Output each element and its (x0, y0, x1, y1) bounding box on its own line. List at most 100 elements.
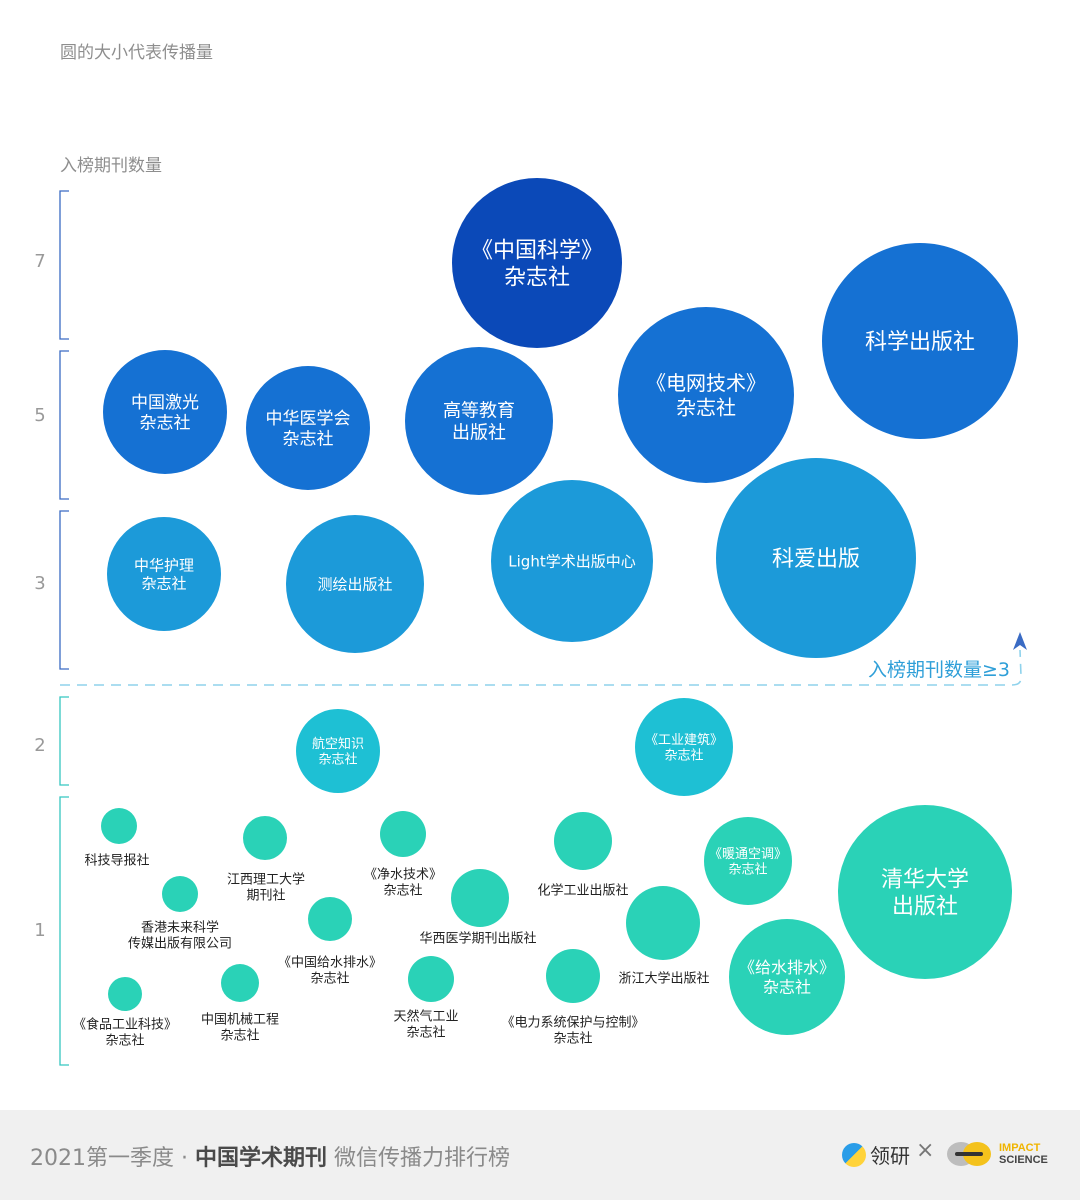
threshold-line (60, 649, 1022, 686)
publisher-bubble (103, 350, 227, 474)
footer-title-bold: 中国学术期刊 (195, 1146, 328, 1171)
publisher-label: 《电网技术》杂志社 (646, 371, 766, 419)
publisher-bubble (716, 458, 916, 658)
publisher-bubble (704, 817, 792, 905)
publisher-bubble (491, 480, 653, 642)
publisher-bubble (308, 897, 352, 941)
publisher-label: 中华医学会杂志社 (266, 409, 351, 450)
science-word: SCIENCE (999, 1154, 1048, 1166)
publisher-label-line: 化学工业出版社 (537, 883, 628, 899)
y-tick-label: 7 (34, 251, 45, 272)
publisher-label: 浙江大学出版社 (618, 971, 709, 987)
publisher-label: 航空知识杂志社 (312, 736, 364, 768)
publisher-bubble (452, 178, 622, 348)
publisher-label-line: 高等教育 (443, 401, 515, 422)
publisher-label-line: 杂志社 (664, 748, 703, 764)
publisher-bubble (635, 698, 733, 796)
publisher-label-line: 传媒出版有限公司 (128, 937, 232, 952)
y-axis-title: 入榜期刊数量 (60, 156, 162, 176)
publisher-label-line: 《电网技术》 (646, 371, 766, 395)
y-tick-label: 1 (34, 920, 45, 941)
publisher-bubble (405, 347, 553, 495)
publisher-label-line: 中国机械工程 (201, 1013, 279, 1028)
publisher-bubble (221, 964, 259, 1002)
publisher-label-line: Light学术出版中心 (508, 552, 635, 570)
publisher-label: 中国机械工程杂志社 (201, 1013, 279, 1044)
publisher-label-line: 华西医学期刊出版社 (419, 931, 536, 947)
publisher-label-line: 期刊社 (246, 888, 285, 904)
publisher-label-line: 《给水排水》 (739, 958, 835, 977)
brand-left-name: 领研 (870, 1144, 910, 1168)
publisher-label-line: 科爱出版 (772, 547, 860, 572)
y-tick-label: 2 (34, 735, 45, 756)
publisher-label: 科学出版社 (865, 330, 975, 355)
publisher-bubble (838, 805, 1012, 979)
publisher-bubble (243, 816, 287, 860)
publisher-label-line: 清华大学 (881, 868, 969, 893)
publisher-label-line: 杂志社 (763, 978, 811, 997)
impact-science-mark-icon (947, 1142, 991, 1166)
publisher-label-line: 《电力系统保护与控制》 (501, 1016, 644, 1031)
publisher-label-line: 杂志社 (406, 1025, 445, 1041)
publisher-label-line: 杂志社 (728, 862, 767, 878)
publisher-label: 高等教育出版社 (443, 401, 515, 444)
y-band-bracket-3 (59, 510, 69, 670)
publisher-bubble (451, 869, 509, 927)
y-tick-label: 5 (34, 405, 45, 426)
impact-word: IMPACT (999, 1142, 1041, 1154)
publisher-label: Light学术出版中心 (508, 552, 635, 570)
publisher-label-line: 航空知识 (312, 736, 364, 752)
footer-title: 2021第一季度 · 中国学术期刊 微信传播力排行榜 (30, 1140, 510, 1172)
size-legend-note: 圆的大小代表传播量 (60, 43, 213, 63)
publisher-label-line: 《中国给水排水》 (278, 956, 382, 971)
y-band-bracket-7 (59, 190, 69, 340)
publisher-label-line: 中国激光 (131, 393, 199, 413)
publisher-label-line: 杂志社 (283, 429, 334, 449)
bird-logo-icon (842, 1142, 866, 1167)
linkresearcher-logo: 领研 (842, 1140, 910, 1169)
y-band-bracket-5 (59, 350, 69, 500)
publisher-label-line: 科技导报社 (84, 853, 149, 869)
publisher-label: 《给水排水》杂志社 (739, 958, 835, 997)
publisher-label-line: 浙江大学出版社 (618, 971, 709, 987)
publisher-label: 科技导报社 (84, 853, 149, 869)
publisher-label: 香港未来科学传媒出版有限公司 (128, 920, 232, 952)
publisher-label-line: 杂志社 (318, 752, 357, 768)
publisher-label-line: 杂志社 (383, 883, 422, 899)
y-band-bracket-1 (59, 796, 69, 1066)
publisher-bubble (408, 956, 454, 1002)
publisher-label-line: 《暖通空调》 (709, 847, 787, 862)
threshold-arrow-icon (1013, 632, 1027, 650)
publisher-label-line: 杂志社 (676, 395, 736, 419)
publisher-label-line: 出版社 (452, 422, 506, 443)
footer-title-rest: 微信传播力排行榜 (334, 1146, 511, 1171)
publisher-label-line: 天然气工业 (393, 1009, 458, 1025)
publisher-bubble (380, 811, 426, 857)
publisher-bubble (162, 876, 198, 912)
publisher-label: 《工业建筑》杂志社 (645, 732, 723, 764)
publisher-bubble (296, 709, 380, 793)
publisher-bubble (286, 515, 424, 653)
threshold-label: 入榜期刊数量≥3 (868, 659, 1010, 681)
publisher-label: 江西理工大学期刊社 (227, 872, 305, 904)
publisher-label: 《电力系统保护与控制》杂志社 (501, 1016, 644, 1047)
publisher-label-line: 出版社 (892, 894, 958, 919)
y-tick-label: 3 (34, 573, 45, 594)
publisher-bubble (101, 808, 137, 844)
footer-separator: · (181, 1146, 188, 1171)
publisher-label-line: 江西理工大学 (227, 872, 305, 888)
publisher-label: 中国激光杂志社 (131, 393, 199, 434)
publisher-label-line: 杂志社 (553, 1031, 592, 1047)
publisher-bubble (822, 243, 1018, 439)
publisher-label: 化学工业出版社 (537, 883, 628, 899)
y-band-bracket-2 (59, 696, 69, 786)
publisher-label: 《暖通空调》杂志社 (709, 847, 787, 878)
footer: 2021第一季度 · 中国学术期刊 微信传播力排行榜 领研 × IMPACT S… (0, 1110, 1080, 1200)
publisher-label-line: 杂志社 (141, 575, 186, 593)
publisher-label: 《食品工业科技》杂志社 (73, 1017, 177, 1049)
publisher-bubble (546, 949, 600, 1003)
publisher-label-line: 《中国科学》 (471, 239, 603, 264)
publisher-bubble (618, 307, 794, 483)
publisher-label: 中华护理杂志社 (134, 556, 194, 592)
